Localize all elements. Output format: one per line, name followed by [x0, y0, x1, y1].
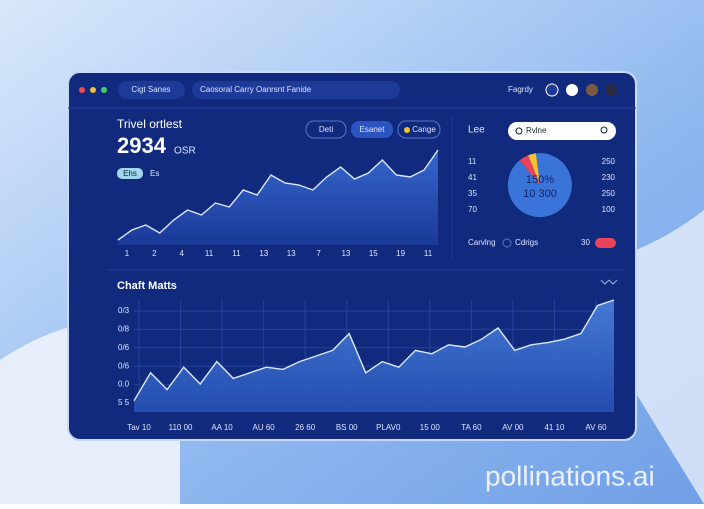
x-tick-label: 26 60 — [295, 423, 316, 432]
chevron[interactable] — [600, 279, 618, 285]
area — [134, 300, 614, 412]
x-tick-label: PLAV0 — [376, 423, 401, 432]
donut-segment — [528, 153, 540, 185]
donut-center: 150% — [526, 174, 554, 186]
x-tick-label: AV 60 — [585, 423, 607, 432]
avatar[interactable] — [586, 84, 598, 96]
x-tick-label: Tav 10 — [127, 423, 151, 432]
line — [133, 299, 615, 402]
donut-segment — [507, 153, 572, 218]
panel-title: Chaft Matts — [117, 280, 177, 292]
y-tick-label: 0/3 — [118, 306, 130, 315]
x-tick-label: 13 — [341, 249, 350, 258]
legend-number: 70 — [468, 205, 477, 214]
x-tick-label: 11 — [232, 249, 241, 258]
button-dot — [404, 127, 410, 133]
footer-label: 30 — [581, 238, 590, 247]
x-tick-label: 13 — [259, 249, 268, 258]
legend-number: 250 — [602, 189, 616, 198]
panel-title: Lee — [468, 125, 485, 136]
y-tick-label: 0/6 — [118, 343, 130, 352]
y-tick-label: 0/8 — [118, 325, 130, 334]
button-label: Deti — [319, 125, 333, 134]
x-tick-label: 110 00 — [169, 423, 193, 432]
search-bar[interactable] — [192, 81, 400, 99]
x-tick-label: BS 00 — [336, 423, 358, 432]
x-tick-label: AA 10 — [211, 423, 233, 432]
line — [117, 149, 439, 241]
avatar[interactable] — [605, 84, 617, 96]
x-tick-label: TA 60 — [461, 423, 482, 432]
button[interactable] — [397, 120, 441, 139]
y-tick-label: 5 5 — [118, 398, 130, 407]
x-tick-label: AU 60 — [253, 423, 276, 432]
search-icon — [515, 127, 523, 135]
button[interactable] — [305, 120, 347, 139]
x-tick-label: 11 — [205, 249, 214, 258]
watermark: pollinations.ai — [485, 460, 655, 491]
legend-number: 100 — [602, 205, 616, 214]
search-bar[interactable] — [508, 122, 616, 140]
search-icon — [600, 126, 608, 134]
x-tick-label: AV 00 — [502, 423, 524, 432]
search-text: Caosoral Carry Oanrsnt Fanide — [200, 85, 312, 94]
chip-label: Ehs — [123, 169, 137, 178]
x-tick-label: 15 — [369, 249, 378, 258]
panel-title: Trivel ortlest — [117, 117, 183, 131]
icon[interactable] — [545, 83, 559, 97]
footer-label: Carvlng — [468, 238, 496, 247]
icon[interactable] — [566, 84, 578, 96]
donut-segment — [519, 155, 540, 185]
x-tick-label: 7 — [316, 249, 321, 258]
x-tick-label: 4 — [180, 249, 185, 258]
x-tick-label: 13 — [287, 249, 296, 258]
x-tick-label: 19 — [396, 249, 405, 258]
window-dot — [79, 87, 85, 93]
chip[interactable] — [117, 168, 143, 179]
x-tick-label: 1 — [125, 249, 130, 258]
x-tick-label: 15 00 — [420, 423, 441, 432]
window-dot — [101, 87, 107, 93]
window-dot — [90, 87, 96, 93]
area — [118, 150, 438, 245]
footer-icon — [502, 238, 512, 248]
kpi-value: 2934 — [117, 133, 167, 158]
tab-label: Cigt Sanes — [131, 85, 170, 94]
legend-number: 35 — [468, 189, 477, 198]
button-label: Esanet — [360, 125, 386, 134]
button-label: Cange — [412, 125, 436, 134]
legend-number: 41 — [468, 173, 477, 182]
y-tick-label: 0.0 — [118, 380, 130, 389]
button[interactable] — [351, 121, 393, 138]
tab[interactable] — [118, 81, 185, 99]
x-tick-label: 11 — [424, 249, 433, 258]
legend-number: 230 — [602, 173, 616, 182]
x-tick-label: 2 — [152, 249, 157, 258]
donut-center: 10 300 — [523, 188, 557, 200]
kpi-unit: OSR — [174, 146, 196, 157]
y-tick-label: 0/6 — [118, 361, 130, 370]
user-name: Fagrdy — [508, 85, 533, 94]
search-text: Rvlne — [526, 126, 547, 135]
footer-label: Cdrigs — [515, 238, 538, 247]
x-tick-label: 41 10 — [544, 423, 565, 432]
chip-label: Es — [150, 169, 159, 178]
legend-number: 250 — [602, 157, 616, 166]
legend-number: 11 — [468, 157, 477, 166]
badge[interactable] — [595, 238, 616, 248]
